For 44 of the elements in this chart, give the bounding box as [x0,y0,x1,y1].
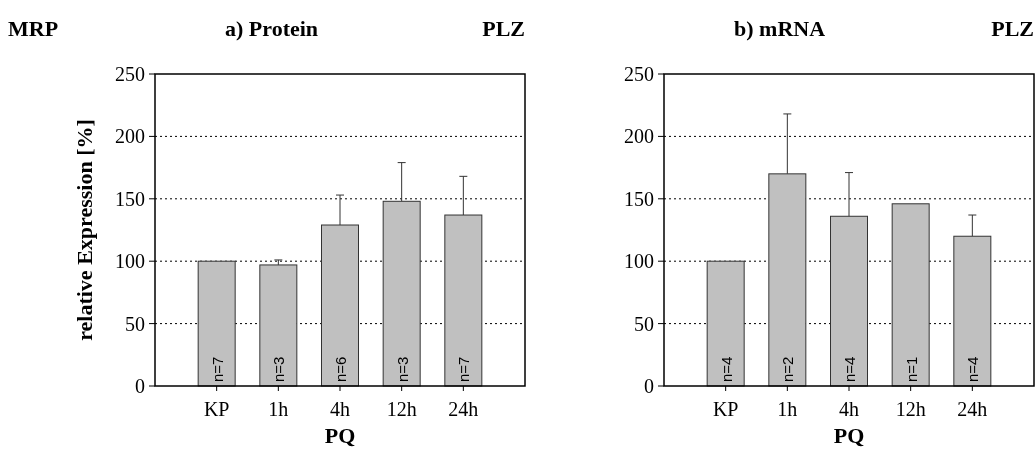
bar [891,203,930,387]
chart-title: b) mRNA [734,16,826,41]
y-axis-title: relative Expression [%] [72,119,97,341]
text: PLZ [482,16,525,41]
x-tick-label: 12h [386,398,417,420]
x-tick-label: KP [203,398,230,420]
x-tick-label: 4h [839,398,859,420]
y-tick-label: 150 [624,187,654,210]
bar [197,260,236,387]
x-axis-title: PQ [833,423,865,448]
y-tick-label: 100 [115,250,145,273]
bar [706,260,745,387]
annotation: n=3 [270,356,288,382]
annotation: n=2 [779,356,797,382]
annotation: n=4 [717,356,735,382]
chart-title: a) Protein [225,16,319,41]
annotation: n=4 [841,356,858,382]
y-tick-label: 250 [624,63,654,85]
annotation: n=1 [902,356,920,382]
y-tick-label: 250 [115,63,145,85]
x-tick-label: 4h [330,398,350,420]
text: MRP [8,16,59,41]
x-axis-title: PQ [324,423,356,448]
annotation: n=6 [332,356,349,382]
x-tick-label: 1h [777,398,798,420]
text: PLZ [991,16,1034,41]
y-tick-label: 0 [135,375,145,397]
y-tick-label: 50 [125,312,145,335]
y-tick-label: 50 [634,312,654,335]
annotation: n=7 [455,356,473,382]
x-tick-label: 24h [448,398,479,420]
annotation: n=7 [208,356,226,382]
x-tick-label: 1h [268,398,289,420]
x-tick-label: 24h [957,398,988,420]
y-tick-label: 100 [624,250,654,273]
y-tick-label: 200 [624,125,654,148]
annotation: n=3 [393,356,411,382]
y-tick-label: 0 [644,375,654,397]
annotation: n=4 [964,356,982,382]
x-tick-label: 12h [895,398,926,420]
bar [259,264,298,387]
y-tick-label: 200 [115,125,145,148]
x-tick-label: KP [712,398,739,420]
y-tick-label: 150 [115,187,145,210]
